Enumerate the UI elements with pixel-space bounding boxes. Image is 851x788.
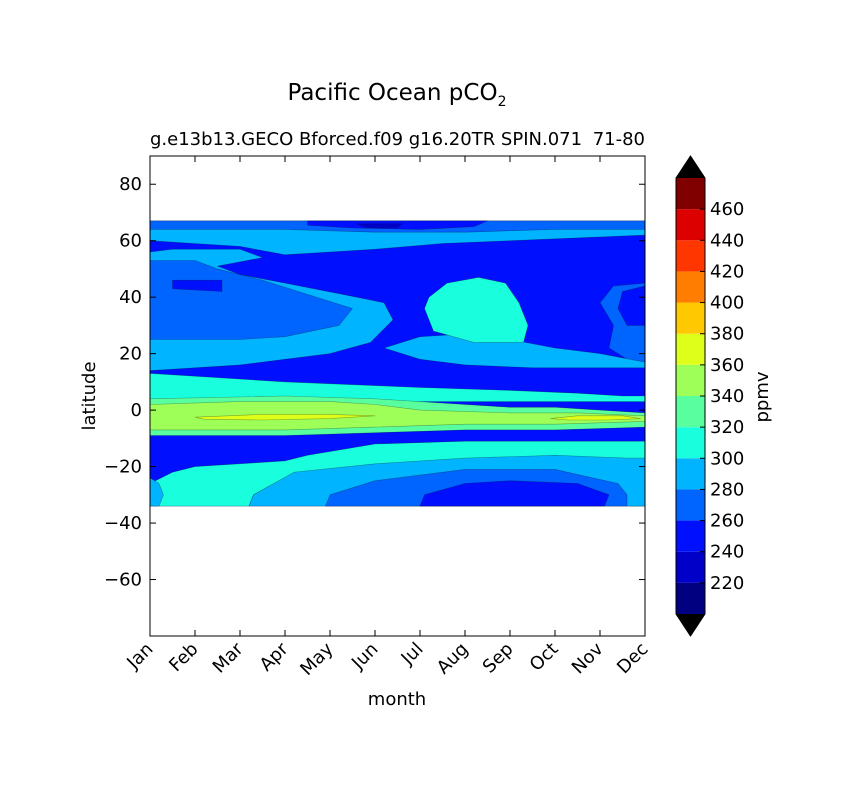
colorbar-tick-label: 380 bbox=[710, 324, 744, 345]
colorbar-tick-label: 240 bbox=[710, 542, 744, 563]
colorbar-over-arrow bbox=[676, 156, 705, 178]
colorbar-tick-label: 400 bbox=[710, 293, 744, 314]
colorbar-swatch bbox=[676, 271, 705, 303]
y-tick-label: 0 bbox=[131, 400, 142, 421]
y-tick-label: 20 bbox=[119, 344, 142, 365]
chart-subtitle-right: 71-80 bbox=[593, 129, 645, 150]
y-tick-label: 80 bbox=[119, 174, 142, 195]
contour-region-6 bbox=[172, 279, 223, 292]
y-tick-label: −20 bbox=[104, 457, 142, 478]
colorbar-tick-label: 300 bbox=[710, 448, 744, 469]
colorbar-swatch bbox=[676, 582, 705, 614]
colorbar-tick-label: 440 bbox=[710, 230, 744, 251]
y-axis: 80 60 40 20 0 −20 −40 −60 bbox=[104, 174, 645, 591]
contour-region-15 bbox=[550, 415, 641, 421]
contour-region-10 bbox=[424, 277, 529, 343]
colorbar-swatch bbox=[676, 240, 705, 272]
contour-region-13 bbox=[150, 401, 645, 431]
colorbar-swatch bbox=[676, 364, 705, 396]
x-tick-label: Nov bbox=[568, 638, 608, 678]
x-tick-label: Feb bbox=[165, 639, 202, 676]
colorbar-tick-label: 420 bbox=[710, 261, 744, 282]
colorbar-tick-label: 260 bbox=[710, 511, 744, 532]
colorbar-outline bbox=[675, 155, 706, 637]
colorbar-swatch bbox=[676, 396, 705, 428]
x-tick-label: Apr bbox=[256, 638, 293, 675]
y-tick-label: −60 bbox=[104, 570, 142, 591]
colorbar-tick-label: 320 bbox=[710, 417, 744, 438]
colorbar-tick-label: 460 bbox=[710, 199, 744, 220]
colorbar-tick-label: 360 bbox=[710, 355, 744, 376]
x-tick-label: Jun bbox=[347, 639, 382, 674]
chart-subtitle: g.e13b13.GECO Bforced.f09 g16.20TR SPIN.… bbox=[150, 129, 582, 150]
colorbar-tick-label: 220 bbox=[710, 573, 744, 594]
contour-region-19 bbox=[419, 480, 610, 507]
colorbar-label: ppmv bbox=[752, 371, 773, 422]
y-axis-label: latitude bbox=[79, 361, 100, 430]
x-tick-label: Oct bbox=[526, 639, 563, 676]
plot-frame bbox=[149, 155, 646, 637]
contour-region-3 bbox=[356, 223, 403, 228]
x-tick-label: Jan bbox=[122, 639, 157, 674]
contour-region-14 bbox=[194, 414, 376, 421]
y-tick-label: −40 bbox=[104, 513, 142, 534]
contour-region-8 bbox=[617, 285, 645, 326]
colorbar-swatch bbox=[676, 551, 705, 583]
colorbar-swatch bbox=[676, 302, 705, 334]
colorbar: 220 240 260 280 300 320 340 360 380 400 420 440 460 bbox=[675, 155, 744, 637]
y-tick-label: 60 bbox=[119, 231, 142, 252]
colorbar-swatch bbox=[676, 209, 705, 241]
x-tick-label: Sep bbox=[479, 639, 518, 678]
x-tick-label: Aug bbox=[433, 639, 473, 679]
colorbar-under-arrow bbox=[676, 614, 705, 636]
colorbar-swatch bbox=[676, 489, 705, 521]
x-tick-label: Mar bbox=[209, 638, 248, 677]
contour-layer bbox=[150, 220, 645, 507]
chart-title: Pacific Ocean pCO2 bbox=[288, 80, 507, 110]
x-tick-label: Jul bbox=[397, 639, 428, 670]
colorbar-swatch bbox=[676, 520, 705, 552]
colorbar-tick-label: 280 bbox=[710, 479, 744, 500]
colorbar-tick-label: 340 bbox=[710, 386, 744, 407]
colorbar-swatch bbox=[676, 333, 705, 365]
x-tick-label: May bbox=[296, 638, 337, 679]
y-tick-label: 40 bbox=[119, 287, 142, 308]
colorbar-swatch bbox=[676, 458, 705, 490]
contour-region-20 bbox=[150, 477, 164, 507]
colorbar-swatch bbox=[676, 178, 705, 210]
colorbar-swatch bbox=[676, 427, 705, 459]
x-tick-label: Dec bbox=[613, 639, 652, 678]
x-axis-label: month bbox=[368, 689, 426, 710]
